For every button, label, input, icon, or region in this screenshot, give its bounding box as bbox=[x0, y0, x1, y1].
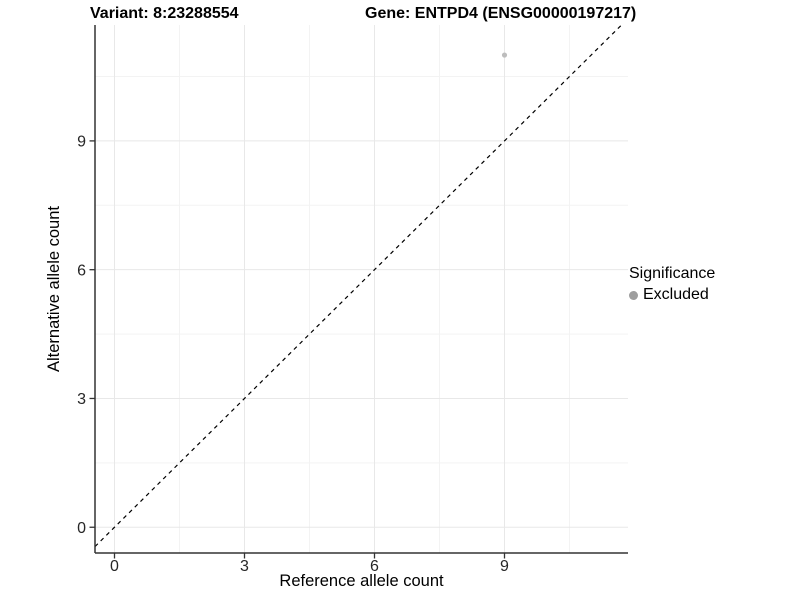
x-tick-label: 6 bbox=[370, 558, 379, 575]
legend-item-label: Excluded bbox=[643, 286, 709, 303]
identity-line bbox=[94, 24, 622, 547]
x-axis-title: Reference allele count bbox=[279, 572, 444, 590]
x-tick-label: 0 bbox=[110, 558, 119, 575]
variant-title: Variant: 8:23288554 bbox=[90, 5, 239, 22]
data-point bbox=[501, 52, 508, 58]
excluded-dot-icon bbox=[629, 290, 638, 300]
x-tick-label: 3 bbox=[240, 558, 249, 575]
y-tick-label: 9 bbox=[77, 134, 86, 151]
y-tick-label: 0 bbox=[77, 520, 86, 537]
y-axis-title: Alternative allele count bbox=[45, 206, 63, 373]
legend-item-excluded: Excluded bbox=[629, 286, 715, 304]
x-tick-label: 9 bbox=[500, 558, 509, 575]
gene-title: Gene: ENTPD4 (ENSG00000197217) bbox=[365, 5, 637, 22]
y-tick-label: 6 bbox=[77, 262, 86, 279]
y-tick-label: 3 bbox=[77, 391, 86, 408]
legend-title: Significance bbox=[629, 265, 716, 282]
legend: Significance Excluded bbox=[629, 265, 715, 304]
